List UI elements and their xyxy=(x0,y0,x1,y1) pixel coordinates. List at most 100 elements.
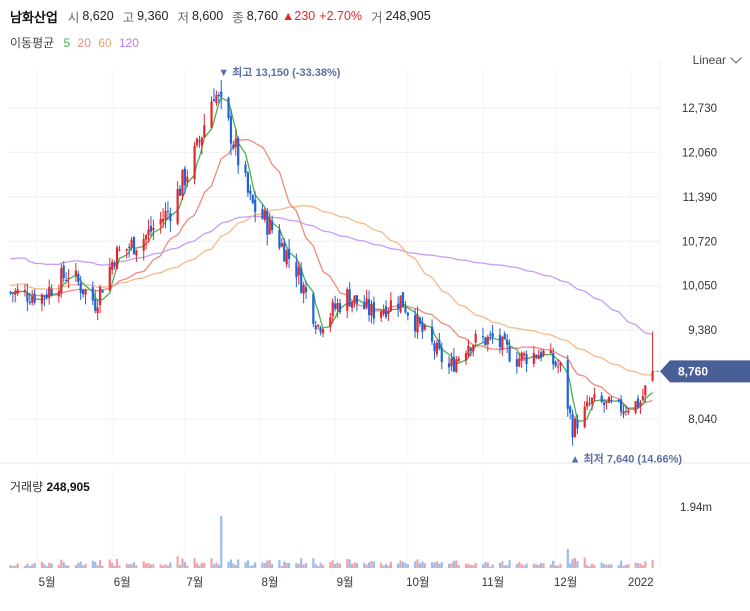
candle-body xyxy=(82,289,85,295)
candle-body xyxy=(297,267,300,276)
candle-body xyxy=(416,314,419,333)
candle-body xyxy=(96,307,99,314)
candle-body xyxy=(115,247,119,270)
volume-bar xyxy=(113,565,116,568)
volume-bar xyxy=(569,563,572,568)
candle-body xyxy=(43,295,46,297)
volume-bar xyxy=(573,557,577,568)
volume-bar xyxy=(147,563,150,568)
candle-body xyxy=(50,288,53,296)
scale-selector[interactable]: Linear xyxy=(680,50,742,70)
candle-body xyxy=(518,358,521,367)
volume-bar xyxy=(472,565,475,568)
x-tick-label: 6월 xyxy=(114,576,131,589)
volume-bar xyxy=(389,561,392,568)
x-tick-label: 5월 xyxy=(39,576,56,589)
candle-body xyxy=(469,347,472,352)
candle-body xyxy=(559,362,562,366)
candle-body xyxy=(234,138,237,148)
candle-body xyxy=(130,239,133,247)
candle-body xyxy=(142,238,145,251)
candle-body xyxy=(484,337,487,346)
x-tick-label: 11월 xyxy=(482,576,505,589)
volume-bar xyxy=(200,562,203,568)
volume-bar xyxy=(559,563,562,568)
candle-body xyxy=(554,361,557,367)
open-value: 8,620 xyxy=(82,9,114,23)
open-label: 시 xyxy=(67,10,80,25)
stock-name: 남화산업 xyxy=(10,9,58,25)
volume-bar xyxy=(287,563,291,568)
candle-body xyxy=(389,300,392,312)
candle-body xyxy=(464,352,468,361)
candle-body xyxy=(147,229,150,236)
volume-bar xyxy=(217,564,220,568)
volume-bar xyxy=(619,560,623,568)
candle-body xyxy=(268,218,271,235)
candle-body xyxy=(26,292,29,302)
candle-body xyxy=(266,211,269,235)
candle-body xyxy=(108,266,111,291)
candle-body xyxy=(261,209,264,219)
volume-bar xyxy=(152,564,155,568)
ma20-legend[interactable]: 20 xyxy=(77,36,91,50)
candle-body xyxy=(9,291,12,293)
volume-bar xyxy=(210,558,213,568)
volume-bar xyxy=(50,563,53,568)
volume-bar xyxy=(234,565,237,568)
volume-bar xyxy=(447,564,451,568)
candle-body xyxy=(624,411,628,413)
volume-bar xyxy=(319,562,322,568)
y-tick-label: 11,390 xyxy=(683,192,717,204)
candle-body xyxy=(295,262,298,278)
candle-body xyxy=(610,399,613,402)
volume-bar xyxy=(31,564,34,568)
volume-bar xyxy=(571,558,574,568)
volume-bar xyxy=(603,564,606,568)
volume-bar xyxy=(312,558,315,568)
candle-body xyxy=(329,317,332,328)
ma120-legend[interactable]: 120 xyxy=(118,36,139,50)
volume-bar xyxy=(535,564,538,568)
candle-body xyxy=(472,345,475,351)
volume-bar xyxy=(237,559,240,568)
candle-body xyxy=(254,199,257,212)
volume-bar xyxy=(363,562,366,568)
candle-body xyxy=(11,292,14,294)
candle-body xyxy=(346,289,349,311)
volume-bar xyxy=(48,562,51,568)
ma60-legend[interactable]: 60 xyxy=(98,36,112,50)
candle-body xyxy=(447,363,451,368)
volume-bar xyxy=(464,563,468,568)
candle-body xyxy=(210,101,213,128)
volume-bar xyxy=(433,562,436,568)
volume-tick-label: 1.94m xyxy=(680,502,712,514)
volume-bar xyxy=(14,565,17,568)
candle-body xyxy=(498,334,502,348)
candle-body xyxy=(152,228,155,231)
volume-bar xyxy=(414,561,417,568)
volume-bar xyxy=(450,563,453,568)
volume-bar xyxy=(145,563,148,568)
volume-bar xyxy=(586,564,589,568)
candle-body xyxy=(215,94,218,104)
candle-body xyxy=(176,188,179,224)
price-tag-label: 8,760 xyxy=(678,364,708,378)
candle-body xyxy=(532,352,535,364)
volume-bar xyxy=(590,563,594,568)
candle-body xyxy=(576,419,579,429)
volume-bar xyxy=(518,561,521,568)
close-label: 종 xyxy=(232,10,244,25)
candle-body xyxy=(94,298,97,311)
volume-bar xyxy=(556,565,560,568)
candle-body xyxy=(365,298,368,307)
volume-bar xyxy=(23,565,27,568)
y-tick-label: 12,730 xyxy=(682,103,717,115)
candle-body xyxy=(317,324,320,327)
x-tick-label: 8월 xyxy=(262,576,279,589)
ma5-legend[interactable]: 5 xyxy=(63,36,71,50)
volume-bar xyxy=(74,565,77,568)
volume-panel-label: 거래량 248,905 xyxy=(10,478,90,495)
volume-bar xyxy=(186,565,189,568)
